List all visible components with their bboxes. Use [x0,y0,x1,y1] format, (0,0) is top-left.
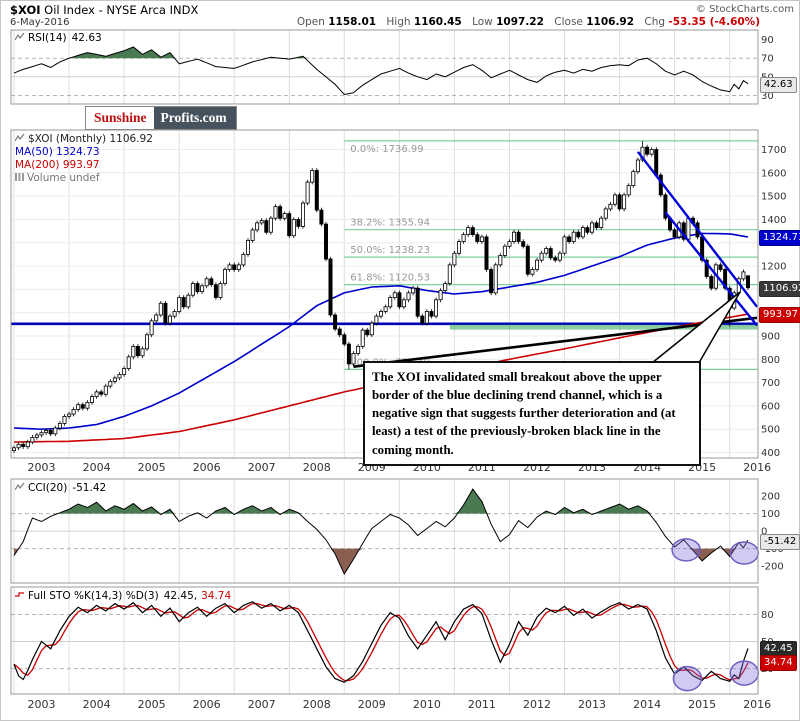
page-title: Oil Index - NYSE Arca INDX [44,3,199,17]
cci-value-box: -51.42 [760,534,800,550]
symbol: $XOI [10,3,41,17]
svg-text:2004: 2004 [83,461,111,474]
sunshine-profits-logo: Sunshine Profits.com [85,106,237,130]
legend-volume: Volume undef [27,172,100,184]
svg-text:70: 70 [761,54,774,65]
ma50-price-box: 1324.73 [759,230,800,246]
svg-text:1400: 1400 [761,215,786,226]
svg-text:2003: 2003 [28,698,56,711]
indicator-icon [14,32,25,41]
indicator-icon [14,482,25,491]
svg-text:80: 80 [761,610,774,621]
quote-line: Open 1158.01 High 1160.45 Low 1097.22 Cl… [290,16,760,28]
svg-text:200: 200 [761,492,780,503]
cci-label: CCI(20) [28,482,68,494]
chg-label: Chg [644,16,666,28]
main-legend: $XOI (Monthly) 1106.92 MA(50) 1324.73 MA… [14,133,153,185]
svg-text:30: 30 [761,91,774,102]
svg-text:2008: 2008 [303,698,331,711]
sto-k-box: 42.45 [760,641,797,657]
svg-text:700: 700 [761,378,780,389]
svg-text:2016: 2016 [743,461,771,474]
close-label: Close [554,16,583,28]
cci-value: -51.42 [72,482,107,494]
low-value: 1097.22 [496,16,544,28]
svg-text:100: 100 [761,509,780,520]
svg-text:2011: 2011 [468,698,496,711]
svg-text:2015: 2015 [688,698,716,711]
volume-icon [15,173,24,181]
svg-text:2005: 2005 [138,698,166,711]
high-value: 1160.45 [413,16,462,28]
svg-text:1700: 1700 [761,145,786,156]
rsi-value: 42.63 [71,32,102,44]
header-title-row: $XOI Oil Index - NYSE Arca INDX [10,3,198,17]
sto-d-box: 34.74 [760,655,797,671]
high-label: High [386,16,411,28]
svg-text:800: 800 [761,355,780,366]
svg-text:2004: 2004 [83,698,111,711]
legend-ma50: MA(50) 1324.73 [15,146,100,158]
rsi-label: RSI(14) [28,32,67,44]
close-price-box: 1106.92 [759,281,800,297]
svg-text:2009: 2009 [358,698,386,711]
svg-text:2014: 2014 [633,698,661,711]
low-label: Low [472,16,493,28]
svg-text:1500: 1500 [761,192,786,203]
ma200-price-box: 993.97 [759,307,800,323]
svg-text:2005: 2005 [138,461,166,474]
svg-text:0: 0 [761,527,767,538]
svg-text:2006: 2006 [193,461,221,474]
svg-text:900: 900 [761,332,780,343]
sto-d-value: 34.74 [201,590,232,602]
svg-text:50.0%: 1238.23: 50.0%: 1238.23 [350,245,430,256]
svg-text:400: 400 [761,448,780,459]
svg-text:2007: 2007 [248,698,276,711]
svg-text:2016: 2016 [743,698,771,711]
svg-text:2006: 2006 [193,698,221,711]
sto-k-value: 42.45, [163,590,198,602]
legend-ma200: MA(200) 993.97 [15,159,100,171]
svg-text:2012: 2012 [523,698,551,711]
stockcharts-credit: © StockCharts.com [695,4,794,15]
svg-text:0.0%: 1736.99: 0.0%: 1736.99 [350,144,423,155]
svg-text:-100: -100 [761,544,784,555]
svg-text:1600: 1600 [761,168,786,179]
chart-date: 6-May-2016 [10,17,70,28]
rsi-panel-label: RSI(14) 42.63 [14,32,102,44]
svg-text:90: 90 [761,35,774,46]
svg-text:2007: 2007 [248,461,276,474]
svg-text:1200: 1200 [761,262,786,273]
svg-text:500: 500 [761,425,780,436]
chg-value: -53.35 (-4.60%) [668,16,760,28]
svg-text:2008: 2008 [303,461,331,474]
svg-text:2010: 2010 [413,698,441,711]
svg-text:-200: -200 [761,562,784,573]
indicator-icon [15,592,24,597]
sto-panel-label: Full STO %K(14,3) %D(3) 42.45, 34.74 [15,590,231,602]
annotation-box: The XOI invalidated small breakout above… [363,361,701,466]
close-value: 1106.92 [586,16,635,28]
rsi-value-box: 42.63 [760,77,797,93]
logo-left: Sunshine [86,107,154,129]
sto-label: Full STO %K(14,3) %D(3) [28,590,159,602]
indicator-icon [14,133,25,142]
open-value: 1158.01 [328,16,377,28]
svg-text:2013: 2013 [578,698,606,711]
svg-text:600: 600 [761,401,780,412]
legend-symbol: $XOI (Monthly) 1106.92 [28,133,153,145]
svg-text:38.2%: 1355.94: 38.2%: 1355.94 [350,218,430,229]
svg-text:61.8%: 1120.53: 61.8%: 1120.53 [350,273,430,284]
cci-panel-label: CCI(20) -51.42 [14,482,107,494]
open-label: Open [296,16,325,28]
svg-text:2003: 2003 [28,461,56,474]
logo-right: Profits.com [153,107,236,129]
